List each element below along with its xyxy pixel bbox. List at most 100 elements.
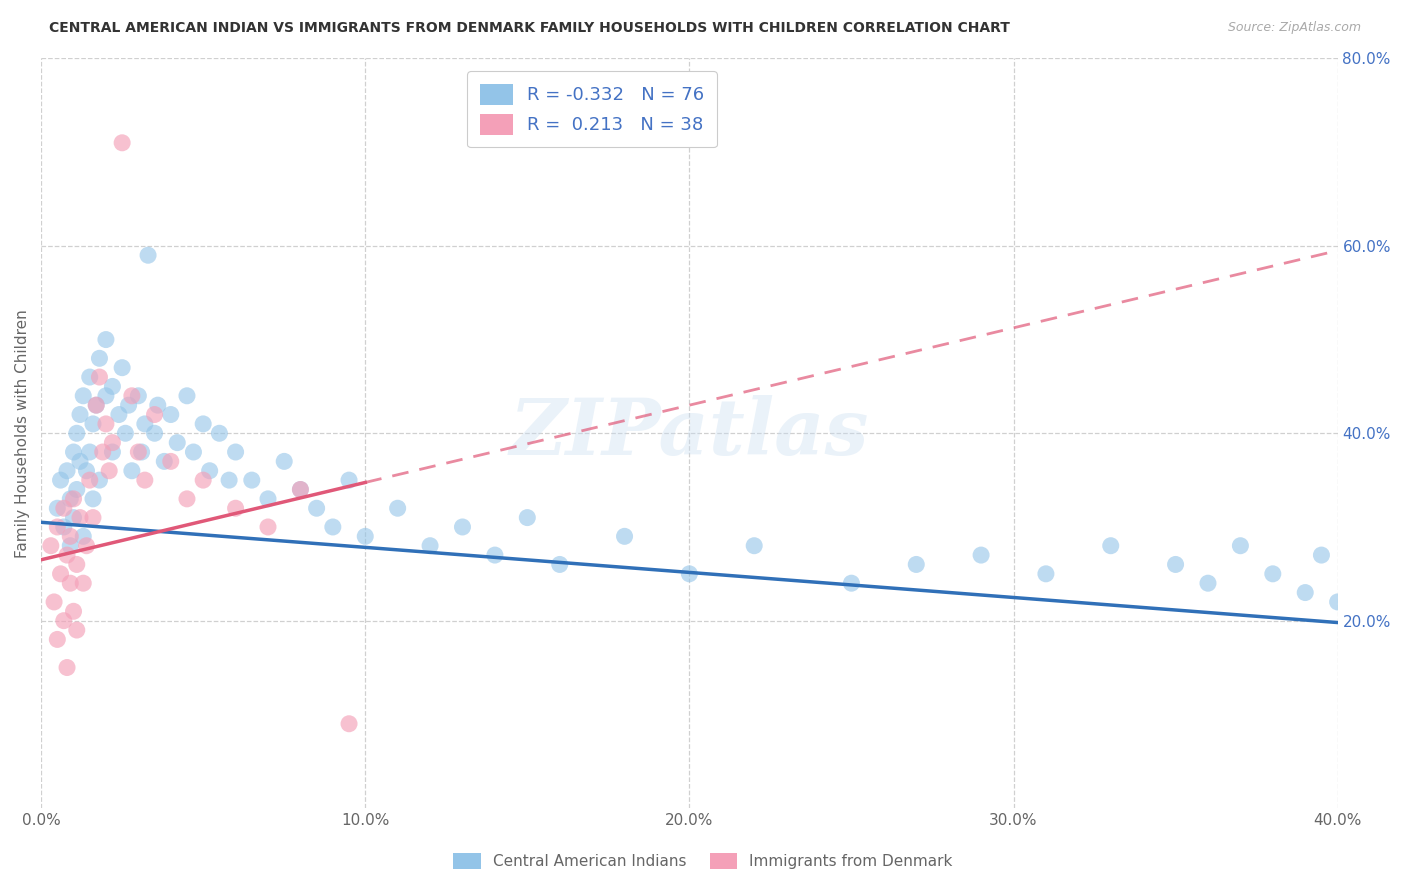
- Point: [39, 539, 62, 553]
- Point: [1310, 548, 1333, 562]
- Point: [516, 510, 538, 524]
- Point: [451, 520, 474, 534]
- Point: [82, 510, 104, 524]
- Point: [52, 501, 75, 516]
- Point: [136, 248, 159, 262]
- Point: [79, 473, 101, 487]
- Point: [89, 351, 111, 366]
- Point: [322, 520, 344, 534]
- Point: [66, 483, 89, 497]
- Point: [59, 529, 82, 543]
- Point: [153, 454, 176, 468]
- Point: [678, 566, 700, 581]
- Point: [114, 426, 136, 441]
- Point: [354, 529, 377, 543]
- Point: [159, 408, 181, 422]
- Point: [742, 539, 765, 553]
- Point: [59, 491, 82, 506]
- Point: [218, 473, 240, 487]
- Point: [225, 445, 247, 459]
- Point: [46, 520, 69, 534]
- Point: [198, 464, 221, 478]
- Point: [69, 510, 91, 524]
- Point: [111, 136, 134, 150]
- Point: [89, 370, 111, 384]
- Point: [69, 408, 91, 422]
- Legend: Central American Indians, Immigrants from Denmark: Central American Indians, Immigrants fro…: [447, 847, 959, 875]
- Point: [121, 464, 143, 478]
- Point: [72, 389, 94, 403]
- Point: [94, 389, 117, 403]
- Point: [1326, 595, 1348, 609]
- Point: [273, 454, 295, 468]
- Y-axis label: Family Households with Children: Family Households with Children: [15, 309, 30, 558]
- Point: [193, 417, 215, 431]
- Text: CENTRAL AMERICAN INDIAN VS IMMIGRANTS FROM DENMARK FAMILY HOUSEHOLDS WITH CHILDR: CENTRAL AMERICAN INDIAN VS IMMIGRANTS FR…: [49, 21, 1010, 35]
- Point: [62, 491, 84, 506]
- Point: [84, 398, 107, 412]
- Point: [387, 501, 409, 516]
- Point: [49, 473, 72, 487]
- Point: [208, 426, 231, 441]
- Point: [337, 716, 360, 731]
- Point: [62, 445, 84, 459]
- Point: [305, 501, 328, 516]
- Point: [146, 398, 169, 412]
- Point: [46, 632, 69, 647]
- Point: [1261, 566, 1284, 581]
- Point: [1294, 585, 1316, 599]
- Point: [548, 558, 571, 572]
- Point: [79, 445, 101, 459]
- Point: [94, 333, 117, 347]
- Point: [1197, 576, 1219, 591]
- Text: ZIPatlas: ZIPatlas: [510, 395, 869, 472]
- Text: Source: ZipAtlas.com: Source: ZipAtlas.com: [1227, 21, 1361, 34]
- Point: [166, 435, 188, 450]
- Point: [290, 483, 312, 497]
- Point: [1035, 566, 1057, 581]
- Point: [66, 426, 89, 441]
- Point: [52, 614, 75, 628]
- Point: [42, 595, 65, 609]
- Point: [1099, 539, 1122, 553]
- Point: [127, 389, 149, 403]
- Point: [56, 660, 79, 674]
- Point: [82, 491, 104, 506]
- Point: [905, 558, 928, 572]
- Point: [1164, 558, 1187, 572]
- Point: [76, 464, 98, 478]
- Point: [257, 491, 280, 506]
- Point: [484, 548, 506, 562]
- Point: [183, 445, 205, 459]
- Point: [101, 445, 124, 459]
- Point: [46, 501, 69, 516]
- Point: [82, 417, 104, 431]
- Point: [56, 464, 79, 478]
- Point: [69, 454, 91, 468]
- Point: [101, 379, 124, 393]
- Point: [98, 464, 121, 478]
- Point: [127, 445, 149, 459]
- Point: [240, 473, 263, 487]
- Point: [56, 548, 79, 562]
- Point: [134, 417, 156, 431]
- Point: [59, 576, 82, 591]
- Point: [225, 501, 247, 516]
- Point: [111, 360, 134, 375]
- Point: [143, 408, 166, 422]
- Point: [72, 529, 94, 543]
- Point: [290, 483, 312, 497]
- Point: [108, 408, 131, 422]
- Point: [84, 398, 107, 412]
- Point: [1229, 539, 1251, 553]
- Point: [841, 576, 863, 591]
- Point: [131, 445, 153, 459]
- Point: [79, 370, 101, 384]
- Point: [134, 473, 156, 487]
- Point: [76, 539, 98, 553]
- Point: [121, 389, 143, 403]
- Point: [257, 520, 280, 534]
- Point: [66, 623, 89, 637]
- Legend: R = -0.332   N = 76, R =  0.213   N = 38: R = -0.332 N = 76, R = 0.213 N = 38: [467, 71, 717, 147]
- Point: [101, 435, 124, 450]
